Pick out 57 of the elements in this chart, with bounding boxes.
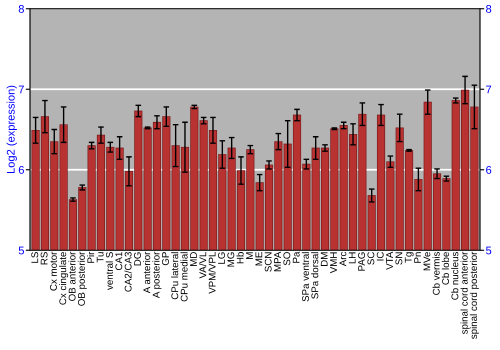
- x-tick-label: IC: [376, 252, 384, 260]
- x-tick-label: Arc: [340, 252, 346, 266]
- x-tick-label: CA1: [115, 252, 122, 270]
- x-tick-label: spinal cord posterior: [470, 252, 479, 339]
- x-tick-label: GP: [162, 252, 169, 266]
- x-tick-label: M: [246, 252, 253, 259]
- x-tick-label: Cx cingulate: [59, 252, 68, 305]
- x-tick-label: CPu medial: [180, 252, 188, 302]
- x-tick-label: SPa ventral: [302, 252, 309, 302]
- x-tick-label: DG: [134, 252, 141, 266]
- y2-tick-label: 7: [486, 86, 492, 94]
- x-tick-label: spinal cord anterior: [460, 252, 470, 334]
- x-tick-label: ME: [255, 252, 262, 266]
- x-tick-label: DM: [320, 252, 328, 266]
- x-tick-label: SN: [395, 252, 402, 265]
- x-tick-label: Cb nucleus: [451, 252, 458, 300]
- x-tick-label: SO: [283, 252, 290, 266]
- x-tick-label: SC: [367, 252, 374, 265]
- x-tick-label: Tu: [96, 252, 104, 262]
- x-tick-label: MD: [190, 252, 197, 266]
- x-tick-label: VTA: [386, 252, 393, 270]
- x-tick-label: SCN: [264, 252, 272, 272]
- x-tick-label: Hb: [236, 252, 244, 264]
- x-tick-label: OB posterior: [78, 252, 87, 306]
- x-tick-label: VA/VL: [199, 252, 206, 278]
- x-tick-label: MPA: [274, 252, 281, 272]
- x-tick-label: Pn: [414, 252, 421, 263]
- y-axis-title: Log2 (expression): [6, 86, 17, 174]
- x-tick-label: LG: [218, 252, 225, 264]
- y2-tick-label: 6: [486, 166, 492, 174]
- x-tick-label: VPM/VPL: [208, 252, 216, 294]
- x-tick-label: MVe: [424, 252, 430, 270]
- y-tick-label: 5: [18, 246, 24, 254]
- x-tick-label: LH: [348, 252, 356, 264]
- y2-tick-label: 8: [486, 5, 492, 13]
- y-tick-label: 6: [18, 166, 24, 174]
- x-tick-label: PAG: [358, 252, 365, 271]
- x-tick-label: RS: [40, 252, 48, 264]
- x-tick-label: CA2/CA3: [124, 252, 132, 292]
- x-tick-label: ventral S: [106, 252, 113, 290]
- x-tick-label: OB anterior: [68, 252, 76, 301]
- x-tick-label: Cx motor: [50, 252, 57, 291]
- x-tick-label: Pa: [292, 252, 300, 263]
- y-tick-label: 7: [18, 86, 24, 94]
- x-tick-label: Cb lobe: [442, 252, 449, 285]
- x-tick-label: MG: [227, 252, 234, 266]
- x-tick-label: LS: [31, 252, 38, 263]
- y2-tick-label: 5: [486, 246, 492, 254]
- x-tick-label: Pir: [87, 252, 94, 263]
- x-tick-label: SPa dorsal: [311, 252, 318, 299]
- x-tick-label: Tg: [404, 252, 414, 263]
- x-tick-label: A posterior: [152, 252, 162, 298]
- x-tick-label: Cb vermis: [432, 252, 440, 295]
- x-tick-label: A anterior: [143, 252, 150, 294]
- y-tick-label: 8: [18, 5, 24, 13]
- x-tick-label: VMH: [330, 252, 337, 274]
- x-tick-label: CPu lateral: [171, 252, 178, 300]
